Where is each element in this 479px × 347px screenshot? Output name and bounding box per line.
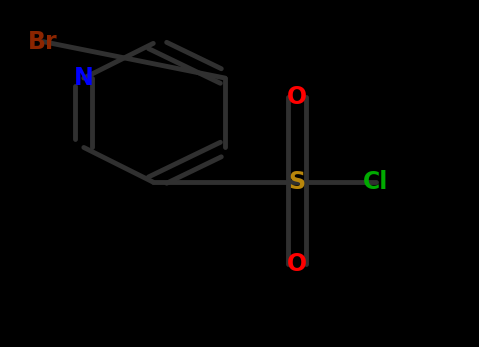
Text: O: O <box>287 85 307 109</box>
Text: S: S <box>288 170 306 194</box>
Text: Cl: Cl <box>364 170 388 194</box>
Text: O: O <box>287 252 307 276</box>
Text: Br: Br <box>28 29 58 54</box>
Text: N: N <box>74 66 94 90</box>
